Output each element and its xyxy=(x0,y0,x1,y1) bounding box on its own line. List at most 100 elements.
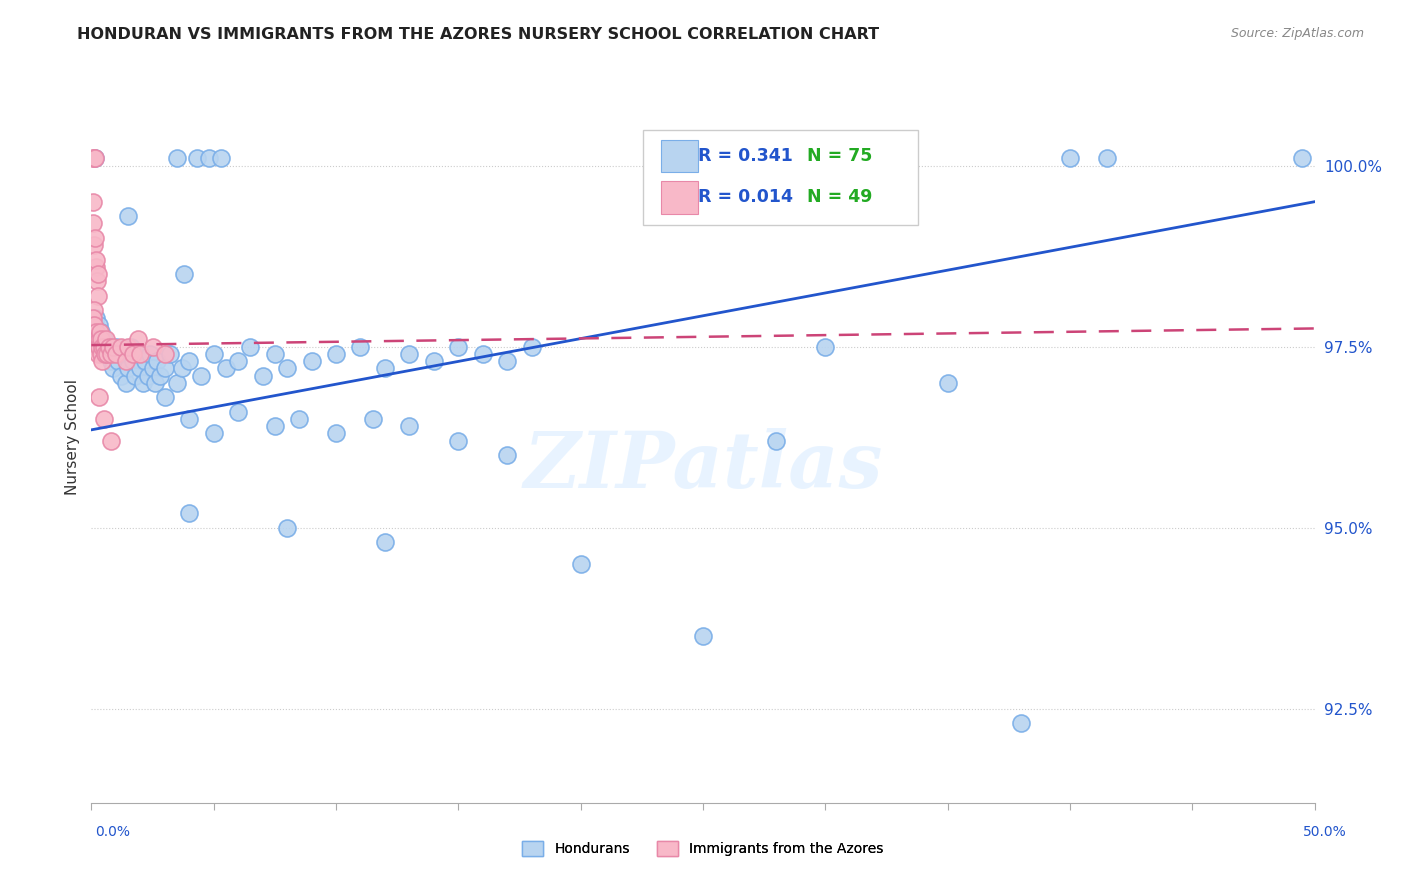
Point xyxy=(93,412,115,426)
Point xyxy=(136,368,159,383)
Text: HONDURAN VS IMMIGRANTS FROM THE AZORES NURSERY SCHOOL CORRELATION CHART: HONDURAN VS IMMIGRANTS FROM THE AZORES N… xyxy=(77,27,880,42)
Text: 50.0%: 50.0% xyxy=(1303,825,1347,839)
Point xyxy=(122,354,145,368)
Point xyxy=(129,347,152,361)
Point xyxy=(110,368,132,383)
Point xyxy=(83,325,105,339)
Point xyxy=(226,354,249,368)
Point xyxy=(124,368,146,383)
Point xyxy=(117,340,139,354)
Point xyxy=(153,361,176,376)
Point xyxy=(374,361,396,376)
Point xyxy=(114,376,136,390)
Point xyxy=(90,340,112,354)
Point xyxy=(179,506,201,520)
Text: N = 75: N = 75 xyxy=(807,147,872,165)
Point xyxy=(814,340,837,354)
Point xyxy=(112,347,135,361)
Point xyxy=(190,368,212,383)
Point xyxy=(179,412,201,426)
Point xyxy=(276,520,298,534)
Point xyxy=(82,151,104,165)
Point xyxy=(94,332,117,346)
Point xyxy=(226,405,249,419)
Point xyxy=(127,332,149,346)
Point xyxy=(93,332,115,346)
Point xyxy=(202,426,225,441)
Point xyxy=(86,274,108,288)
Point xyxy=(97,340,120,354)
Text: Source: ZipAtlas.com: Source: ZipAtlas.com xyxy=(1230,27,1364,40)
Point xyxy=(97,347,120,361)
Point xyxy=(423,354,446,368)
Point xyxy=(83,303,105,318)
Point xyxy=(1095,151,1118,165)
Point xyxy=(84,325,107,339)
Point xyxy=(153,390,176,404)
Point xyxy=(374,535,396,549)
Point xyxy=(100,354,122,368)
Point xyxy=(198,151,221,165)
Point xyxy=(129,361,152,376)
Point xyxy=(90,347,112,361)
Point xyxy=(765,434,787,448)
Point xyxy=(93,340,115,354)
Point xyxy=(301,354,323,368)
Point xyxy=(90,332,112,346)
Point xyxy=(82,310,104,325)
Point xyxy=(1010,716,1032,731)
Point xyxy=(447,340,470,354)
Point xyxy=(84,252,107,267)
Point xyxy=(264,347,287,361)
Point xyxy=(90,325,112,339)
Point xyxy=(398,347,420,361)
Point xyxy=(239,340,262,354)
Point xyxy=(398,419,420,434)
Point xyxy=(153,347,176,361)
Point xyxy=(84,332,107,346)
Point xyxy=(122,347,145,361)
Point xyxy=(132,376,155,390)
Point xyxy=(692,629,714,643)
Point xyxy=(100,347,122,361)
Point xyxy=(114,354,136,368)
Point xyxy=(89,325,111,339)
Point xyxy=(447,434,470,448)
Point xyxy=(139,347,162,361)
Y-axis label: Nursery School: Nursery School xyxy=(65,379,80,495)
Text: ZIPatlas: ZIPatlas xyxy=(523,428,883,505)
Point xyxy=(86,332,108,346)
Point xyxy=(87,390,110,404)
Point xyxy=(117,361,139,376)
Legend: Hondurans, Immigrants from the Azores: Hondurans, Immigrants from the Azores xyxy=(516,836,890,862)
Point xyxy=(276,361,298,376)
Point xyxy=(94,340,117,354)
Point xyxy=(83,238,105,252)
Point xyxy=(361,412,384,426)
Point xyxy=(149,368,172,383)
Point xyxy=(110,340,132,354)
Point xyxy=(141,361,163,376)
Point xyxy=(325,347,347,361)
Point xyxy=(82,194,104,209)
Point xyxy=(215,361,238,376)
Point xyxy=(170,361,193,376)
Text: N = 49: N = 49 xyxy=(807,188,872,206)
Point xyxy=(82,216,104,230)
Point xyxy=(103,340,125,354)
Point xyxy=(134,354,156,368)
Point xyxy=(82,318,104,332)
Point xyxy=(471,347,494,361)
Point xyxy=(569,557,592,571)
Point xyxy=(84,151,107,165)
Point xyxy=(83,151,105,165)
Point xyxy=(89,340,111,354)
Point xyxy=(146,354,169,368)
Point xyxy=(209,151,232,165)
Point xyxy=(141,340,163,354)
Point xyxy=(84,151,107,165)
Point xyxy=(84,340,107,354)
Point xyxy=(94,347,117,361)
Point xyxy=(166,151,188,165)
Text: R = 0.341: R = 0.341 xyxy=(697,147,793,165)
